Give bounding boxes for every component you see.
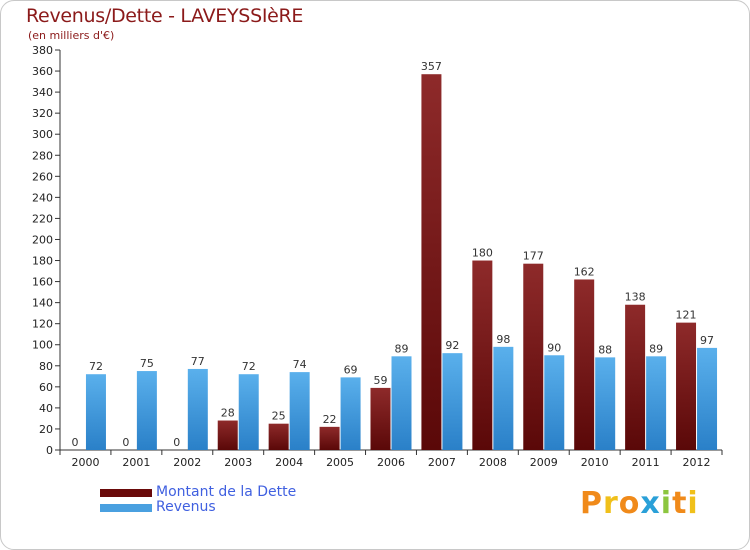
logo-letter: r — [603, 486, 619, 521]
data-label-revenus: 98 — [496, 333, 510, 346]
y-tick-label: 380 — [32, 44, 53, 57]
y-tick-label: 220 — [32, 212, 53, 225]
bar-dette — [472, 260, 493, 450]
bar-revenus — [544, 355, 565, 450]
data-label-dette: 59 — [374, 374, 388, 387]
x-tick-label: 2004 — [275, 456, 303, 469]
data-label-dette: 0 — [71, 436, 78, 449]
bar-revenus — [136, 371, 157, 450]
x-tick-label: 2012 — [683, 456, 711, 469]
chart-title: Revenus/Dette - LAVEYSSIèRE — [26, 5, 304, 27]
legend-swatch-dette — [100, 489, 152, 497]
data-label-revenus: 97 — [700, 334, 714, 347]
x-tick-label: 2008 — [479, 456, 507, 469]
x-tick-label: 2009 — [530, 456, 558, 469]
data-label-revenus: 75 — [140, 357, 154, 370]
bar-revenus — [595, 357, 616, 450]
y-tick-label: 60 — [39, 381, 53, 394]
data-label-dette: 28 — [221, 407, 235, 420]
data-label-dette: 0 — [173, 436, 180, 449]
y-tick-label: 80 — [39, 360, 53, 373]
x-tick-label: 2000 — [71, 456, 99, 469]
bar-revenus — [238, 374, 259, 450]
x-tick-label: 2002 — [173, 456, 201, 469]
logo-letter: x — [640, 486, 661, 521]
data-label-revenus: 72 — [242, 360, 256, 373]
data-label-revenus: 69 — [344, 363, 358, 376]
data-label-revenus: 89 — [395, 342, 409, 355]
data-label-dette: 357 — [421, 60, 442, 73]
data-label-revenus: 88 — [598, 343, 612, 356]
x-tick-label: 2001 — [122, 456, 150, 469]
bar-dette — [523, 263, 544, 450]
bar-revenus — [442, 353, 463, 450]
bar-dette — [268, 423, 289, 450]
bar-dette — [676, 322, 697, 450]
y-tick-label: 240 — [32, 191, 53, 204]
legend-swatch-revenus — [100, 504, 152, 512]
bar-dette — [370, 387, 391, 450]
y-tick-label: 360 — [32, 65, 53, 78]
bar-revenus — [391, 356, 412, 450]
bar-revenus — [646, 356, 667, 450]
x-tick-label: 2005 — [326, 456, 354, 469]
legend-label-revenus: Revenus — [156, 499, 216, 515]
data-label-revenus: 72 — [89, 360, 103, 373]
chart-subtitle: (en milliers d'€) — [28, 29, 115, 42]
bar-dette — [217, 420, 238, 450]
bar-revenus — [493, 346, 514, 450]
data-label-dette: 138 — [625, 291, 646, 304]
y-tick-label: 280 — [32, 149, 53, 162]
data-label-dette: 22 — [323, 413, 337, 426]
y-tick-label: 160 — [32, 276, 53, 289]
x-tick-label: 2011 — [632, 456, 660, 469]
y-tick-label: 180 — [32, 255, 53, 268]
x-tick-label: 2003 — [224, 456, 252, 469]
bar-dette — [574, 279, 595, 450]
y-tick-label: 40 — [39, 402, 53, 415]
bar-revenus — [187, 368, 208, 450]
logo-letter: t — [672, 486, 688, 521]
bar-dette — [421, 74, 442, 451]
data-label-revenus: 90 — [547, 341, 561, 354]
bar-revenus — [289, 372, 310, 450]
data-label-revenus: 92 — [445, 339, 459, 352]
x-tick-label: 2010 — [581, 456, 609, 469]
y-tick-label: 320 — [32, 107, 53, 120]
y-tick-label: 100 — [32, 339, 53, 352]
bar-revenus — [85, 374, 106, 450]
y-tick-label: 120 — [32, 318, 53, 331]
data-label-dette: 180 — [472, 247, 493, 260]
y-tick-label: 340 — [32, 86, 53, 99]
data-label-dette: 177 — [523, 250, 544, 263]
y-tick-label: 140 — [32, 297, 53, 310]
y-tick-label: 0 — [46, 444, 53, 457]
logo-letter: P — [580, 486, 603, 521]
logo-letter: i — [687, 486, 699, 521]
data-label-dette: 162 — [574, 265, 595, 278]
bar-dette — [625, 304, 646, 450]
y-tick-label: 200 — [32, 233, 53, 246]
bar-dette — [319, 426, 340, 450]
data-label-revenus: 89 — [649, 342, 663, 355]
y-tick-label: 300 — [32, 128, 53, 141]
proxiti-logo: Proxiti — [580, 486, 699, 521]
legend-label-dette: Montant de la Dette — [156, 484, 297, 500]
data-label-dette: 25 — [272, 410, 286, 423]
logo-letter: o — [618, 486, 641, 521]
logo-letter: i — [660, 486, 673, 521]
data-label-dette: 0 — [122, 436, 129, 449]
data-label-revenus: 77 — [191, 355, 205, 368]
data-label-revenus: 74 — [293, 358, 307, 371]
x-tick-label: 2006 — [377, 456, 405, 469]
data-label-dette: 121 — [676, 309, 697, 322]
y-tick-label: 20 — [39, 423, 53, 436]
bar-revenus — [697, 347, 718, 450]
x-tick-label: 2007 — [428, 456, 456, 469]
bar-revenus — [340, 377, 361, 450]
y-tick-label: 260 — [32, 170, 53, 183]
